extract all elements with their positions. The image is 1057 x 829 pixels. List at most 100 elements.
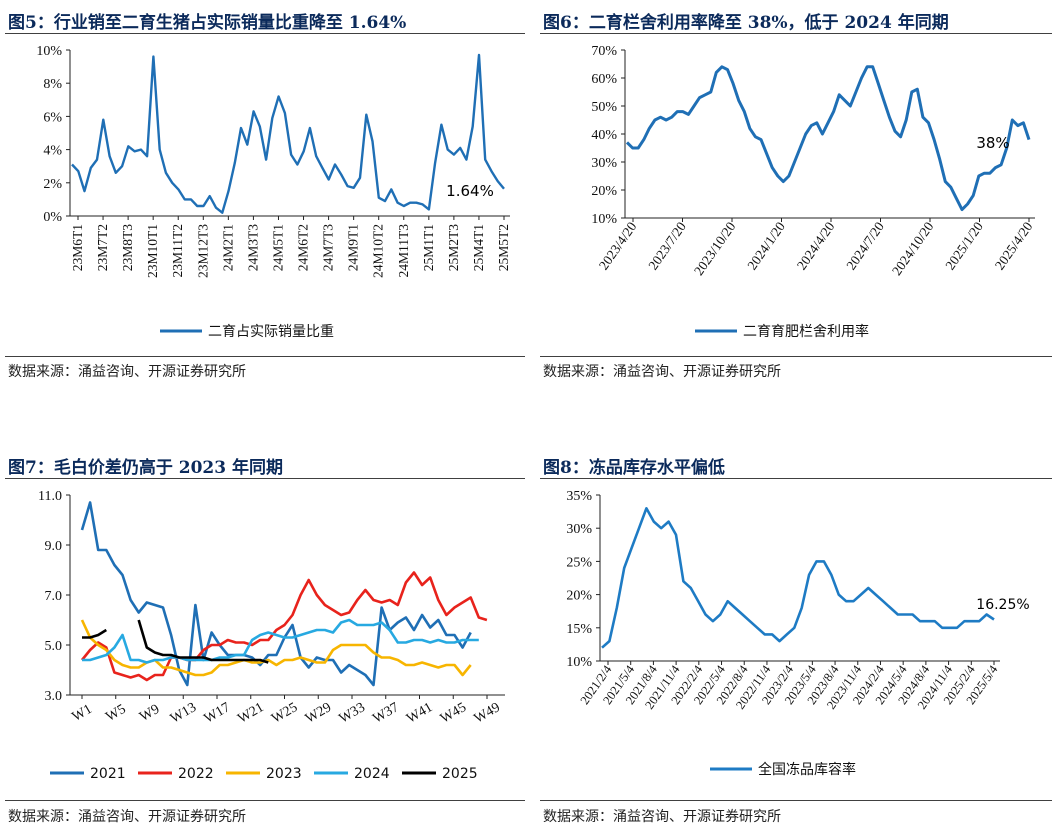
- fig8-ytick-label: 20%: [566, 589, 592, 604]
- fig5-chart: 0% 2% 4% 6% 8% 10% 23M6T1 23M7T2 23M8T3 23M10T1 23…: [36, 44, 511, 340]
- fig8-bottom-rule: [540, 800, 1052, 801]
- fig7-source: 数据来源：涌益咨询、开源证券研究所: [8, 809, 246, 825]
- fig5-bottom-rule: [5, 356, 525, 357]
- fig7-xtick-label: W45: [438, 700, 469, 727]
- fig7-ytick-label: 9.0: [45, 539, 63, 554]
- fig6-ytick-label: 10%: [591, 212, 617, 227]
- fig6-xtick-label: 2024/7/20: [843, 219, 887, 273]
- fig5-ytick-label: 8%: [43, 77, 62, 92]
- fig8-ytick-label: 30%: [566, 522, 592, 537]
- fig8-title: 图8：冻品库存水平偏低: [543, 458, 725, 478]
- fig8-ytick-label: 35%: [566, 489, 592, 504]
- fig5-xtick-label: 25M4T1: [471, 224, 486, 271]
- fig6-annotation: 38%: [976, 134, 1009, 152]
- fig8-chart: 10%15%20%25%30%35%2021/2/42021/5/42021/8…: [566, 489, 1029, 778]
- fig5-xtick-label: 25M1T1: [421, 224, 436, 271]
- fig7-xtick-label: W37: [370, 700, 401, 727]
- fig7-chart: 3.0 5.0 7.0 9.0 11.0 W1 W5 W9 W13 W17 W21 W25 W29 W33…: [38, 489, 505, 782]
- fig5-xtick-label: 24M11T3: [396, 224, 411, 278]
- fig5-xtick-label: 23M10T1: [145, 224, 160, 278]
- fig6-title: 图6：二育栏舍利用率降至 38%，低于 2024 年同期: [543, 13, 949, 33]
- fig6-xtick-label: 2023/7/20: [645, 219, 689, 273]
- fig8-series-line-全国冻品库容率: [601, 507, 995, 649]
- fig6-ytick-label: 30%: [591, 156, 617, 171]
- fig5-xtick-label: 24M5T1: [270, 224, 285, 271]
- fig5-xtick-label: 23M12T3: [195, 224, 210, 278]
- fig6-xtick-label: 2024/1/20: [744, 219, 788, 273]
- fig5-xtick-label: 23M11T2: [170, 224, 185, 278]
- fig7-ytick-label: 3.0: [45, 689, 63, 704]
- fig7-top-rule: [5, 478, 525, 479]
- fig5-xtick-label: 25M2T3: [446, 224, 461, 272]
- fig5-xtick-label: 23M6T1: [70, 224, 85, 271]
- fig7-series-line-2021: [80, 501, 472, 687]
- fig5-top-rule: [5, 33, 525, 34]
- fig6-xtick-label: 2024/10/20: [889, 219, 937, 278]
- fig8-annotation: 16.25%: [976, 597, 1029, 613]
- fig6-legend-label: 二育育肥栏舍利用率: [743, 323, 869, 340]
- fig6-xtick-label: 2025/1/20: [942, 219, 986, 273]
- fig7-series-line-2025: [82, 619, 269, 664]
- fig5-xtick-label: 23M8T3: [120, 224, 135, 272]
- fig7-xtick-label: W33: [337, 700, 368, 727]
- fig7-bottom-rule: [5, 800, 525, 801]
- fig5-legend-label: 二育占实际销量比重: [208, 324, 334, 340]
- fig7-xtick-label: W5: [103, 702, 128, 725]
- fig5-ytick-label: 10%: [36, 44, 62, 59]
- fig6-ytick-label: 20%: [591, 184, 617, 199]
- fig6-ytick-label: 60%: [591, 72, 617, 87]
- fig8-ytick-label: 15%: [566, 622, 592, 637]
- fig7-series-line-2024: [82, 618, 479, 664]
- fig7-xtick-label: W49: [472, 700, 503, 727]
- fig7-legend-label: 2025: [442, 766, 478, 782]
- fig5-xtick-label: 23M7T2: [95, 224, 110, 271]
- fig6-ytick-label: 50%: [591, 100, 617, 115]
- fig6-xtick-label: 2025/4/20: [992, 219, 1036, 273]
- fig7-xtick-label: W25: [269, 700, 300, 727]
- fig7-legend-label: 2024: [354, 766, 390, 782]
- fig5-xtick-label: 24M2T1: [220, 224, 235, 271]
- fig6-series-line-二育育肥栏舍利用率: [625, 65, 1031, 212]
- fig5-ytick-label: 0%: [43, 210, 62, 225]
- fig7-xtick-label: W21: [235, 700, 266, 727]
- fig6-xtick-label: 2024/4/20: [794, 219, 838, 273]
- fig7-title: 图7：毛白价差仍高于 2023 年同期: [8, 458, 283, 478]
- fig5-xtick-label: 25M5T2: [496, 224, 511, 271]
- fig6-ytick-label: 70%: [591, 44, 617, 59]
- fig8-top-rule: [540, 478, 1052, 479]
- fig5-xtick-label: 24M6T2: [296, 224, 311, 271]
- fig5-xtick-label: 24M9T1: [346, 224, 361, 271]
- fig7-legend-label: 2022: [178, 766, 214, 782]
- fig6-source: 数据来源：涌益咨询、开源证券研究所: [543, 364, 781, 380]
- fig7-xtick-label: W41: [404, 700, 435, 727]
- fig8-source: 数据来源：涌益咨询、开源证券研究所: [543, 809, 781, 825]
- fig7-xtick-label: W13: [168, 700, 199, 727]
- fig8-ytick-label: 10%: [566, 655, 592, 670]
- fig5-xtick-label: 24M3T3: [245, 224, 260, 272]
- fig5-ytick-label: 2%: [43, 177, 62, 192]
- fig5-xtick-label: 24M7T3: [321, 224, 336, 272]
- fig7-xtick-label: W1: [70, 702, 95, 725]
- fig7-series-line-2022: [80, 571, 488, 682]
- fig7-ytick-label: 7.0: [45, 589, 63, 604]
- fig6-chart: 10%20%30%40%50%60%70%2023/4/20 2023/7/20 2…: [591, 44, 1036, 340]
- fig5-source: 数据来源：涌益咨询、开源证券研究所: [8, 364, 246, 380]
- fig7-ytick-label: 5.0: [45, 639, 63, 654]
- fig5-series-line-二育占实际销量比重: [71, 53, 505, 214]
- fig7-xtick-label: W9: [137, 702, 162, 725]
- fig7-xtick-label: W17: [202, 700, 233, 727]
- fig7-legend-label: 2023: [266, 766, 302, 782]
- fig7-xtick-label: W29: [303, 700, 334, 727]
- fig8-legend-label: 全国冻品库容率: [758, 761, 856, 778]
- fig8-ytick-label: 25%: [566, 555, 592, 570]
- fig7-ytick-label: 11.0: [38, 489, 62, 504]
- fig6-ytick-label: 40%: [591, 128, 617, 143]
- fig7-legend-label: 2021: [90, 766, 126, 782]
- fig6-bottom-rule: [540, 356, 1052, 357]
- fig5-xtick-label: 24M10T2: [371, 224, 386, 278]
- fig5-annotation: 1.64%: [446, 182, 494, 200]
- fig5-ytick-label: 4%: [43, 144, 62, 159]
- fig6-xtick-label: 2023/10/20: [691, 219, 739, 278]
- fig5-title: 图5：行业销至二育生猪占实际销量比重降至 1.64%: [8, 13, 407, 33]
- fig5-ytick-label: 6%: [43, 110, 62, 125]
